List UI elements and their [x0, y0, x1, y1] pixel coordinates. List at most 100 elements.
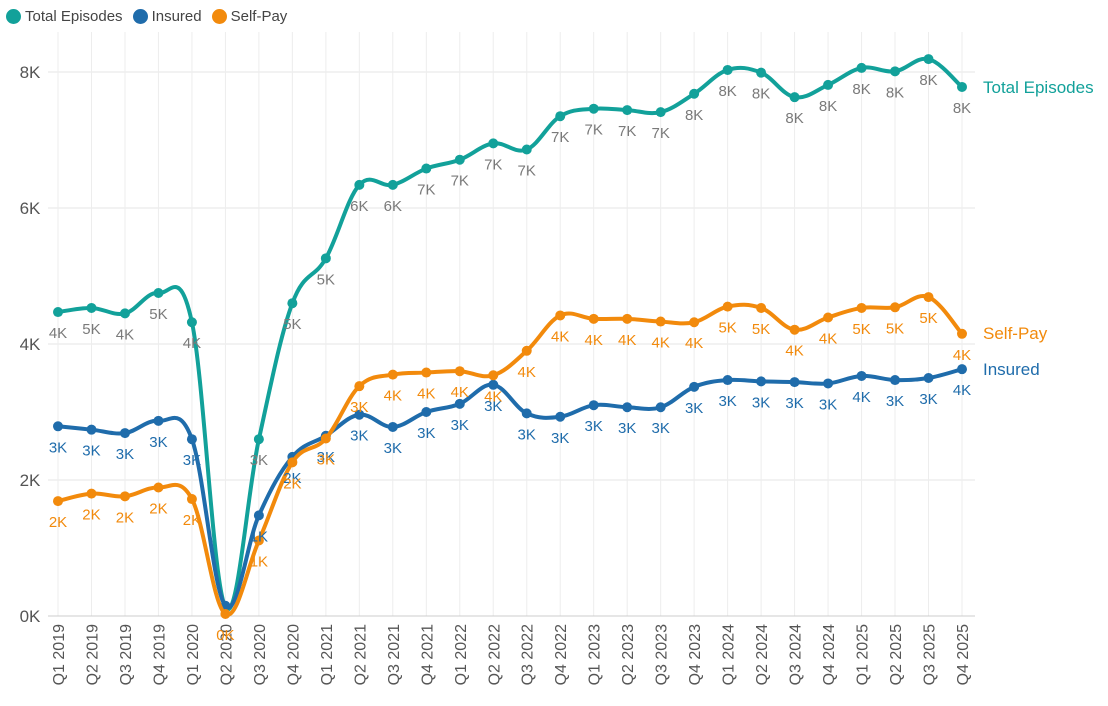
data-point-insured[interactable]	[521, 408, 532, 419]
data-point-insured[interactable]	[789, 377, 800, 388]
data-point-total-episodes[interactable]	[454, 154, 465, 165]
data-point-insured[interactable]	[655, 402, 666, 413]
data-point-total-episodes[interactable]	[588, 103, 599, 114]
data-point-insured[interactable]	[923, 373, 934, 383]
data-label-self-pay: 4K	[785, 343, 803, 360]
data-point-insured[interactable]	[153, 415, 164, 426]
data-point-total-episodes[interactable]	[923, 54, 934, 65]
x-tick-label: Q1 2023	[587, 624, 604, 685]
data-point-insured[interactable]	[253, 510, 264, 521]
data-point-self-pay[interactable]	[320, 433, 331, 444]
data-point-total-episodes[interactable]	[756, 67, 767, 78]
data-point-self-pay[interactable]	[521, 345, 532, 356]
data-point-self-pay[interactable]	[488, 370, 499, 381]
data-point-insured[interactable]	[555, 411, 566, 422]
data-point-self-pay[interactable]	[655, 316, 666, 327]
data-point-self-pay[interactable]	[153, 482, 164, 493]
data-point-insured[interactable]	[86, 424, 97, 435]
data-label-total-episodes: 8K	[886, 84, 904, 101]
data-point-self-pay[interactable]	[53, 496, 63, 507]
data-point-total-episodes[interactable]	[890, 66, 901, 77]
data-point-insured[interactable]	[186, 434, 197, 445]
data-point-total-episodes[interactable]	[287, 298, 298, 309]
x-tick-label: Q3 2025	[922, 624, 939, 685]
data-point-insured[interactable]	[756, 376, 767, 387]
data-point-self-pay[interactable]	[689, 317, 700, 328]
data-label-total-episodes: 8K	[718, 83, 736, 100]
data-point-self-pay[interactable]	[421, 367, 432, 378]
legend-item-total-episodes[interactable]: Total Episodes	[6, 8, 123, 25]
data-point-total-episodes[interactable]	[957, 81, 967, 92]
data-point-self-pay[interactable]	[387, 369, 398, 380]
data-point-self-pay[interactable]	[957, 328, 967, 339]
data-point-insured[interactable]	[387, 421, 398, 432]
data-point-insured[interactable]	[722, 375, 733, 386]
data-point-total-episodes[interactable]	[387, 179, 398, 190]
data-point-total-episodes[interactable]	[655, 107, 666, 118]
data-point-total-episodes[interactable]	[421, 163, 432, 174]
data-point-self-pay[interactable]	[856, 302, 867, 313]
data-label-insured: 3K	[651, 420, 669, 437]
data-point-self-pay[interactable]	[287, 457, 298, 468]
data-label-total-episodes: 8K	[685, 107, 703, 124]
data-point-insured[interactable]	[354, 409, 365, 420]
data-label-total-episodes: 5K	[317, 271, 335, 288]
data-point-total-episodes[interactable]	[722, 64, 733, 75]
legend-item-insured[interactable]: Insured	[132, 8, 202, 25]
data-point-total-episodes[interactable]	[53, 307, 63, 318]
data-point-self-pay[interactable]	[220, 608, 231, 619]
legend-item-self-pay[interactable]: Self-Pay	[211, 8, 287, 25]
data-point-self-pay[interactable]	[186, 494, 197, 505]
data-point-insured[interactable]	[119, 428, 130, 439]
data-point-total-episodes[interactable]	[153, 288, 164, 298]
data-label-self-pay: 5K	[718, 320, 736, 337]
data-point-self-pay[interactable]	[354, 381, 365, 392]
data-point-self-pay[interactable]	[923, 292, 934, 303]
data-point-insured[interactable]	[53, 421, 63, 432]
data-label-insured: 3K	[819, 396, 837, 413]
data-label-total-episodes: 8K	[785, 110, 803, 127]
data-point-self-pay[interactable]	[722, 301, 733, 312]
data-point-self-pay[interactable]	[890, 302, 901, 313]
data-point-self-pay[interactable]	[119, 491, 130, 502]
data-point-insured[interactable]	[421, 407, 432, 417]
data-point-total-episodes[interactable]	[320, 253, 331, 264]
data-point-insured[interactable]	[890, 375, 901, 386]
data-point-self-pay[interactable]	[588, 313, 599, 324]
data-point-total-episodes[interactable]	[689, 88, 700, 99]
data-point-self-pay[interactable]	[454, 366, 465, 377]
data-label-self-pay: 4K	[417, 386, 435, 403]
data-point-insured[interactable]	[622, 402, 633, 413]
data-point-insured[interactable]	[856, 370, 867, 381]
data-point-total-episodes[interactable]	[823, 79, 834, 90]
data-point-self-pay[interactable]	[789, 324, 800, 335]
data-point-insured[interactable]	[689, 381, 700, 392]
data-point-total-episodes[interactable]	[789, 92, 800, 103]
data-point-self-pay[interactable]	[86, 488, 97, 499]
data-point-self-pay[interactable]	[253, 535, 264, 546]
data-label-total-episodes: 4K	[116, 326, 134, 343]
data-point-total-episodes[interactable]	[856, 62, 867, 73]
data-label-total-episodes: 7K	[484, 156, 502, 173]
data-point-insured[interactable]	[488, 379, 499, 390]
data-point-insured[interactable]	[588, 400, 599, 411]
data-point-self-pay[interactable]	[756, 302, 767, 313]
data-point-total-episodes[interactable]	[555, 111, 566, 122]
data-point-self-pay[interactable]	[555, 310, 566, 321]
x-tick-label: Q4 2019	[151, 624, 168, 685]
data-point-total-episodes[interactable]	[86, 302, 97, 313]
data-point-total-episodes[interactable]	[521, 144, 532, 155]
data-point-total-episodes[interactable]	[186, 317, 197, 328]
data-point-total-episodes[interactable]	[488, 138, 499, 149]
data-point-total-episodes[interactable]	[354, 179, 365, 190]
data-point-insured[interactable]	[957, 364, 967, 375]
data-point-insured[interactable]	[454, 398, 465, 409]
data-point-self-pay[interactable]	[823, 312, 834, 323]
data-point-insured[interactable]	[823, 378, 834, 389]
data-point-self-pay[interactable]	[622, 313, 633, 324]
x-tick-label: Q3 2020	[252, 624, 269, 685]
data-label-self-pay: 3K	[317, 452, 335, 469]
data-point-total-episodes[interactable]	[253, 434, 264, 445]
data-point-total-episodes[interactable]	[119, 308, 130, 319]
data-point-total-episodes[interactable]	[622, 105, 633, 116]
